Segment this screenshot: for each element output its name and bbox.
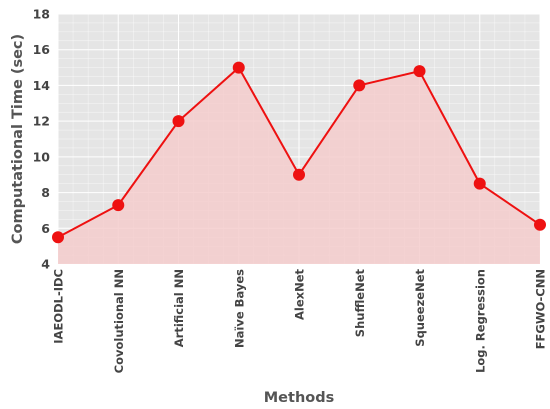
x-tick-labels: IAEODL-IDC Covolutional NN Artificial NN Na… [52, 269, 548, 374]
x-tick-label: IAEODL-IDC [52, 269, 66, 344]
y-tick-label: 12 [33, 114, 50, 129]
data-point-3 [172, 115, 185, 128]
area-fill [58, 67, 540, 264]
x-tick-label: Covolutional NN [112, 269, 126, 373]
data-point-4 [232, 61, 245, 74]
data-point-1 [52, 231, 64, 244]
y-tick-labels: 4 6 8 10 12 14 16 18 [33, 7, 51, 272]
markers [52, 61, 546, 244]
x-tick-label: SqueezeNet [413, 269, 427, 347]
data-point-2 [112, 199, 125, 212]
x-tick-label: ShuffleNet [353, 269, 367, 338]
x-tick-label: Log. Regression [473, 269, 487, 373]
y-tick-label: 14 [33, 78, 51, 93]
x-tick-label: AlexNet [293, 269, 307, 320]
y-tick-label: 8 [41, 185, 50, 200]
data-point-8 [473, 177, 486, 190]
x-tick-label: FFGWO-CNN [534, 269, 548, 349]
data-point-5 [293, 168, 305, 181]
y-tick-label: 16 [33, 42, 51, 57]
x-tick-label: Naïve Bayes [232, 269, 246, 348]
y-tick-label: 18 [33, 7, 50, 22]
y-tick-label: 10 [33, 149, 51, 164]
x-tick-label: Artificial NN [172, 269, 186, 347]
data-point-7 [413, 65, 426, 78]
data-point-9 [534, 218, 546, 231]
x-axis-label: Methods [264, 390, 335, 406]
y-tick-label: 4 [41, 257, 50, 272]
y-axis-label: Computational Time (sec) [10, 34, 26, 244]
data-point-6 [353, 79, 366, 92]
y-tick-label: 6 [41, 221, 50, 236]
